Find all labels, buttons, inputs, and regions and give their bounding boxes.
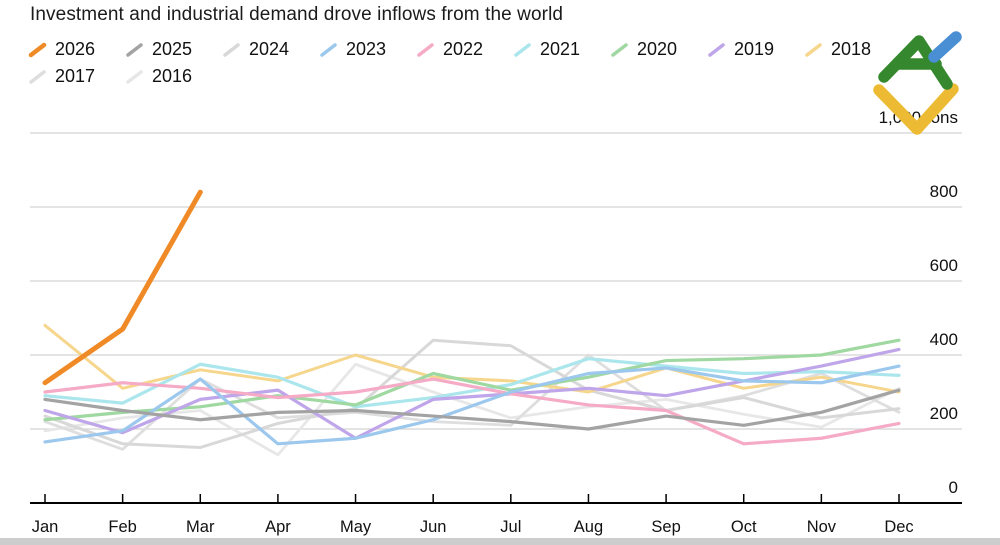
- legend-swatch-icon: [805, 42, 822, 57]
- legend-swatch-icon: [126, 42, 143, 57]
- x-axis-label: Nov: [807, 518, 837, 536]
- x-axis-label: May: [340, 518, 372, 536]
- series-line-2021: [43, 357, 901, 409]
- legend-item-2021[interactable]: 2021: [513, 37, 610, 62]
- legend-label: 2023: [346, 39, 387, 59]
- legend-label: 2020: [637, 39, 678, 59]
- legend-item-2019[interactable]: 2019: [707, 37, 804, 62]
- legend-label: 2022: [443, 39, 484, 59]
- series-line-2019: [43, 347, 901, 440]
- series-line-2026: [42, 189, 203, 386]
- legend-swatch-icon: [29, 69, 46, 84]
- legend-label: 2021: [540, 39, 581, 59]
- y-axis-label: 0: [949, 478, 958, 497]
- legend-item-2024[interactable]: 2024: [222, 37, 319, 62]
- legend-item-2022[interactable]: 2022: [416, 37, 513, 62]
- x-axis-label: Jul: [500, 518, 521, 536]
- y-axis-label: 600: [930, 256, 958, 275]
- series-line-2017: [43, 353, 901, 451]
- series-line-2023: [43, 364, 901, 446]
- x-axis-label: Dec: [884, 518, 913, 536]
- series-line-2025: [43, 388, 901, 431]
- x-axis-label: Jan: [32, 518, 59, 536]
- legend-label: 2026: [55, 39, 96, 59]
- y-axis-label: 200: [930, 404, 958, 423]
- series-line-2020: [43, 338, 901, 422]
- x-axis-label: Sep: [651, 518, 680, 536]
- legend-item-2018[interactable]: 2018: [804, 37, 901, 62]
- y-axis-label: 800: [930, 182, 958, 201]
- x-axis-label: Oct: [731, 518, 757, 536]
- legend-swatch-icon: [611, 42, 628, 57]
- legend-item-2026[interactable]: 2026: [28, 37, 125, 62]
- legend-label: 2024: [249, 39, 290, 59]
- litefinance-logo-icon: [873, 31, 962, 135]
- y-axis-label: 400: [930, 330, 958, 349]
- legend-item-2016[interactable]: 2016: [125, 64, 222, 89]
- legend-item-2023[interactable]: 2023: [319, 37, 416, 62]
- x-axis-label: Feb: [108, 518, 136, 536]
- legend-label: 2025: [152, 39, 193, 59]
- x-axis-label: Mar: [186, 518, 215, 536]
- bottom-edge-strip: [0, 538, 1000, 545]
- x-axis-label: Aug: [574, 518, 603, 536]
- series-line-2024: [43, 338, 901, 449]
- series-line-2018: [43, 323, 901, 394]
- legend-label: 2016: [152, 66, 193, 86]
- legend-swatch-icon: [223, 42, 240, 57]
- legend-item-2020[interactable]: 2020: [610, 37, 707, 62]
- legend-swatch-icon: [514, 42, 531, 57]
- legend-item-2017[interactable]: 2017: [28, 64, 125, 89]
- x-axis-label: Apr: [265, 518, 291, 536]
- legend-label: 2017: [55, 66, 96, 86]
- chart-legend: 2026 2025 2024 2023 2022 2021 2020 2019 …: [28, 37, 933, 89]
- legend-label: 2018: [831, 39, 872, 59]
- legend-swatch-icon: [320, 42, 337, 57]
- legend-swatch-icon: [28, 42, 47, 57]
- legend-swatch-icon: [126, 69, 143, 84]
- legend-label: 2019: [734, 39, 775, 59]
- legend-swatch-icon: [708, 42, 725, 57]
- legend-swatch-icon: [417, 42, 434, 57]
- x-axis-label: Jun: [420, 518, 447, 536]
- legend-item-2025[interactable]: 2025: [125, 37, 222, 62]
- chart-title: Investment and industrial demand drove i…: [30, 4, 564, 25]
